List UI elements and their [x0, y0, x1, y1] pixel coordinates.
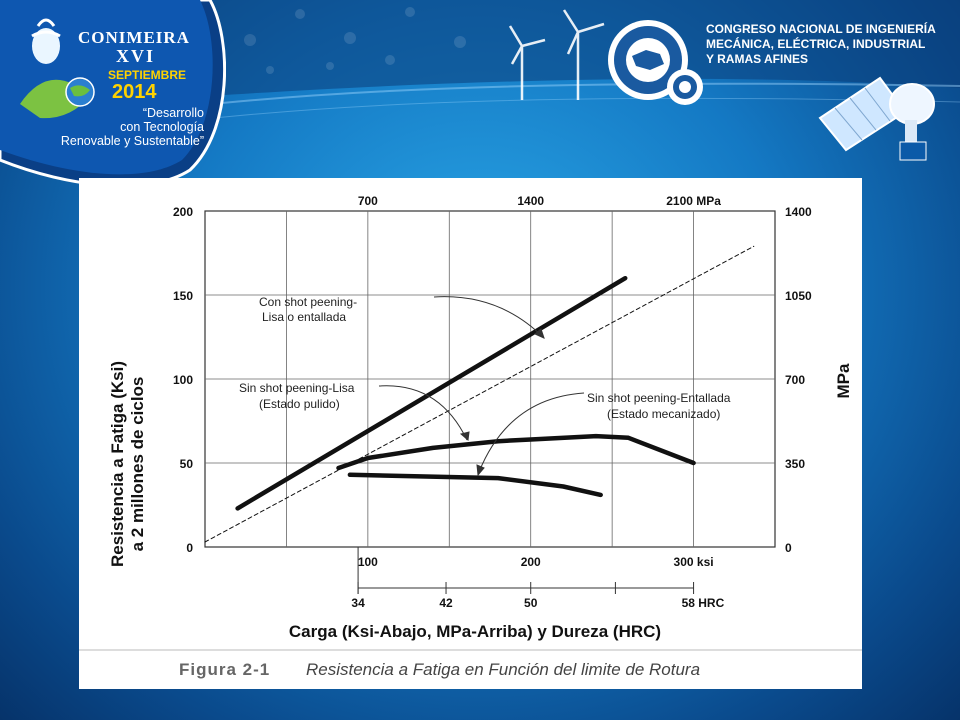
- event-badge: [0, 0, 226, 186]
- reference-dashed-line: [204, 245, 755, 543]
- annotation-no-peening-smooth-line2: (Estado pulido): [259, 397, 340, 411]
- hrc-tick-label: 34: [351, 596, 365, 610]
- annotation-no-peening-smooth-line1: Sin shot peening-Lisa: [239, 381, 355, 395]
- congress-title-line: Y RAMAS AFINES: [706, 52, 809, 66]
- top-tick-label: 700: [358, 194, 378, 208]
- right-tick-label: 1400: [785, 205, 812, 219]
- top-tick-label: 2100 MPa: [666, 194, 721, 208]
- right-tick-label: 350: [785, 457, 805, 471]
- hrc-tick-label: 42: [439, 596, 453, 610]
- series-line-2: [336, 433, 696, 471]
- congress-title-line: CONGRESO NACIONAL DE INGENIERÍA: [706, 22, 936, 36]
- y-axis-title-line1: Resistencia a Fatiga (Ksi): [108, 361, 127, 567]
- arrowhead-no-peening-notched: [476, 464, 485, 477]
- y-tick-label: 50: [180, 457, 194, 471]
- y-tick-label: 150: [173, 289, 193, 303]
- annotation-no-peening-notched-line1: Sin shot peening-Entallada: [587, 391, 731, 405]
- right-tick-label: 1050: [785, 289, 812, 303]
- x-tick-label: 300 ksi: [674, 555, 714, 569]
- arrowhead-no-peening-smooth: [459, 431, 470, 441]
- header-banner: [0, 0, 960, 161]
- y-tick-label: 100: [173, 373, 193, 387]
- arrowhead-shot-peening: [534, 328, 545, 339]
- x-axis-title: Carga (Ksi-Abajo, MPa-Arriba) y Dureza (…: [289, 622, 661, 641]
- right-tick-label: 0: [785, 541, 792, 555]
- wind-turbine-icon: [508, 9, 605, 100]
- top-tick-label: 1400: [517, 194, 544, 208]
- right-axis-title: MPa: [834, 363, 853, 399]
- congress-title-line: MECÁNICA, ELÉCTRICA, INDUSTRIAL: [706, 37, 926, 51]
- arrow-shot-peening: [433, 296, 545, 339]
- globe-icon: [20, 77, 95, 119]
- gear-emblem-icon: [608, 20, 703, 105]
- figure-caption-label: Figura 2-1: [179, 660, 270, 679]
- x-tick-label: 100: [358, 555, 378, 569]
- y-axis-title-line2: a 2 millones de ciclos: [128, 377, 147, 552]
- annotation-shot-peening-line2: Lisa o entallada: [262, 310, 346, 324]
- annotation-shot-peening-line1: Con shot peening-: [259, 295, 357, 309]
- y-tick-label: 200: [173, 205, 193, 219]
- annotation-arrows: [378, 296, 585, 477]
- hrc-tick-label: 50: [524, 596, 538, 610]
- hrc-tick-label: 58 HRC: [682, 596, 725, 610]
- figure-caption-text: Resistencia a Fatiga en Función del limi…: [306, 660, 700, 679]
- right-tick-label: 700: [785, 373, 805, 387]
- y-tick-label: 0: [186, 541, 193, 555]
- figure-panel: 0 50 100 150 200 0 350 700 1050 1400 100 200 300 ksi…: [79, 178, 862, 689]
- series-line-1: [235, 275, 628, 511]
- arrow-no-peening-smooth: [378, 385, 468, 441]
- annotation-no-peening-notched-line2: (Estado mecanizado): [607, 407, 720, 421]
- series-line-3: [347, 472, 603, 498]
- lightbulb-icon: [31, 18, 61, 64]
- x-tick-label: 200: [521, 555, 541, 569]
- fatigue-chart: 0 50 100 150 200 0 350 700 1050 1400 100 200 300 ksi…: [79, 194, 862, 679]
- congress-title: CONGRESO NACIONAL DE INGENIERÍA MECÁNICA…: [706, 22, 942, 67]
- arrow-no-peening-notched: [478, 392, 585, 473]
- satellite-dish-icon: [889, 83, 935, 161]
